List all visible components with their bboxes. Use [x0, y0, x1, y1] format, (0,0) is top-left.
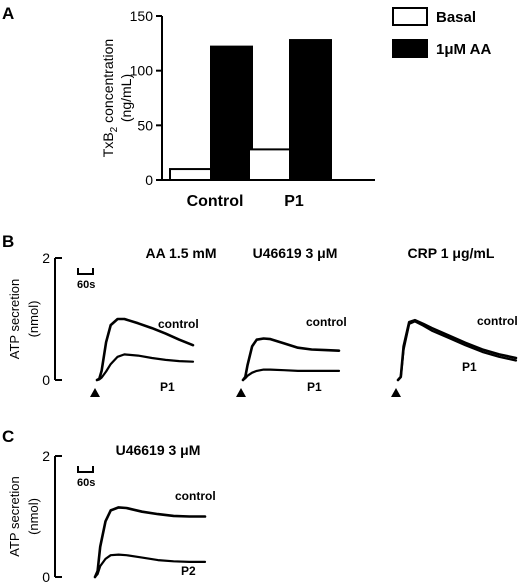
legend-swatch: [392, 7, 428, 26]
y-tick-label: 150: [130, 8, 154, 24]
trace-control: [241, 337, 341, 382]
bar-basal-control: [169, 168, 212, 181]
trace-control: [93, 506, 207, 579]
trace-label: control: [175, 489, 216, 503]
panel-label-b: B: [2, 232, 14, 251]
injection-arrow: [236, 388, 246, 397]
bar-aa-control: [210, 45, 253, 182]
legend-swatch: [392, 39, 428, 58]
bar-basal-p1: [248, 148, 291, 182]
trace-label: control: [477, 314, 518, 328]
trace-title: CRP 1 μg/mL: [408, 245, 495, 261]
y-axis-label-units: (nmol): [26, 498, 41, 535]
trace-label: control: [306, 315, 347, 329]
panel-label-c: C: [2, 427, 14, 446]
trace-panel-c: 0 2 ATP secretion (nmol) 60s U46619 3 μM contr…: [7, 442, 216, 585]
y-tick-label: 2: [42, 250, 50, 266]
y-axis-label-units: (nmol): [26, 301, 41, 338]
bar-aa-p1: [289, 39, 332, 182]
injection-arrow: [90, 388, 100, 397]
trace-p2: [93, 553, 207, 579]
trace-p1: [241, 368, 341, 382]
y-tick-label: 0: [42, 372, 50, 388]
y-axis-label: ATP secretion: [7, 476, 22, 556]
x-tick-label: P1: [284, 193, 304, 210]
trace-p1: [95, 353, 195, 382]
trace-label: P1: [307, 380, 322, 394]
y-axis-label-units: (ng/mL): [118, 74, 134, 122]
trace-control: [396, 318, 518, 382]
trace-p1: [396, 320, 518, 382]
trace-control: [95, 317, 195, 382]
trace-label: P1: [160, 380, 175, 394]
y-axis-label: TxB2 concentration: [100, 39, 120, 157]
y-tick-label: 0: [42, 569, 50, 585]
panel-label-a: A: [2, 4, 14, 23]
scale-bar-label: 60s: [77, 477, 95, 489]
bar-chart-panel-a: 0 50 100 150 TxB2 concentration (ng/mL) Contro…: [100, 7, 491, 210]
y-tick-label: 100: [130, 63, 154, 79]
trace-label: control: [158, 317, 199, 331]
scale-bar: [77, 466, 94, 473]
scale-bar-label: 60s: [77, 279, 95, 291]
x-tick-label: Control: [187, 193, 244, 210]
legend-label: Basal: [436, 9, 476, 26]
y-tick-label: 2: [42, 448, 50, 464]
injection-arrow: [391, 388, 401, 397]
trace-panel-b: 0 2 ATP secretion (nmol) 60s AA 1.5 mM control…: [7, 245, 518, 397]
trace-label: P1: [462, 360, 477, 374]
trace-title: U46619 3 μM: [116, 442, 201, 458]
y-tick-label: 50: [137, 117, 153, 133]
trace-title: U46619 3 μM: [253, 245, 338, 261]
y-axis-label: ATP secretion: [7, 279, 22, 359]
y-tick-label: 0: [145, 172, 153, 188]
scale-bar: [77, 268, 94, 275]
legend-label: 1μM AA: [436, 41, 491, 58]
trace-label: P2: [181, 564, 196, 578]
trace-title: AA 1.5 mM: [145, 245, 216, 261]
